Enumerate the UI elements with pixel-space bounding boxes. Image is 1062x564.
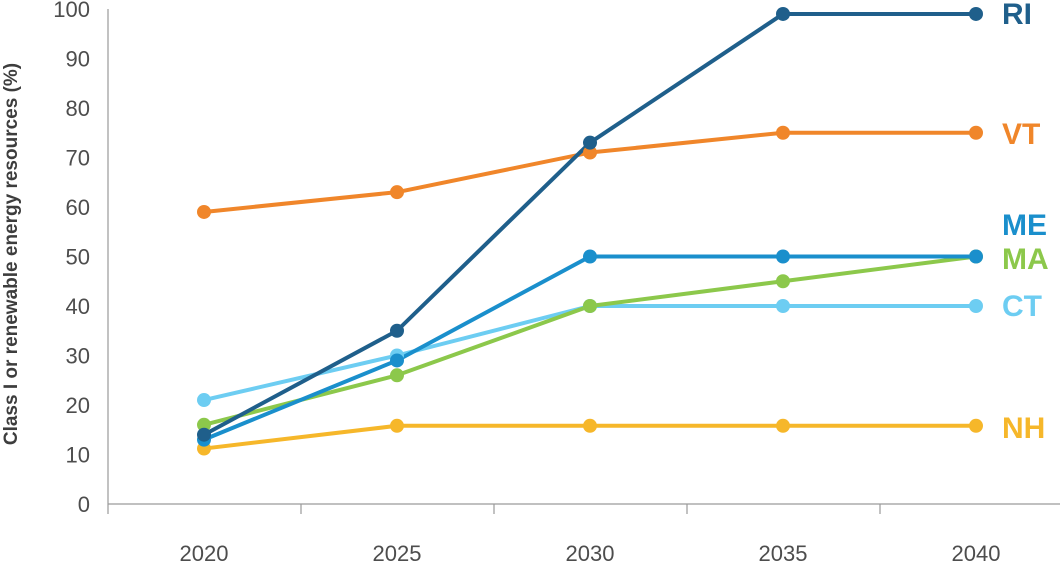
- x-tick-label: 2030: [566, 541, 615, 564]
- data-point-ri: [776, 6, 790, 21]
- x-tick-label: 2025: [373, 541, 422, 564]
- y-tick-label: 50: [66, 245, 90, 270]
- data-point-nh: [776, 418, 790, 433]
- series-label-nh: NH: [1002, 412, 1045, 445]
- data-point-me: [776, 249, 790, 264]
- axes: [107, 9, 1060, 514]
- data-point-ct: [197, 393, 211, 408]
- series-label-ri: RI: [1002, 0, 1032, 31]
- y-axis-label: Class I or renewable energy resources (%…: [1, 63, 22, 445]
- x-tick-label: 2020: [180, 541, 229, 564]
- data-point-me: [583, 249, 597, 264]
- series-line-ma: [202, 254, 978, 427]
- data-point-ri: [583, 135, 597, 150]
- y-tick-label: 10: [66, 443, 90, 468]
- data-point-nh: [583, 418, 597, 433]
- y-tick-label: 60: [66, 195, 90, 220]
- series-label-ma: MA: [1002, 243, 1049, 276]
- data-point-vt: [197, 204, 211, 219]
- y-tick-label: 0: [78, 492, 90, 517]
- series-points: [197, 6, 983, 456]
- y-tick-label: 100: [53, 0, 90, 22]
- data-point-ct: [969, 299, 983, 313]
- data-point-me: [390, 353, 404, 368]
- data-point-vt: [776, 125, 790, 140]
- data-point-ri: [390, 323, 404, 338]
- series-label-me: ME: [1002, 209, 1047, 242]
- y-tick-label: 90: [66, 47, 90, 72]
- data-point-ma: [197, 417, 211, 432]
- y-tick-label: 40: [66, 294, 90, 319]
- data-point-ma: [583, 299, 597, 313]
- data-point-ma: [776, 274, 790, 289]
- y-tick-label: 20: [66, 393, 90, 418]
- data-point-ri: [197, 427, 211, 442]
- data-point-ma: [390, 368, 404, 383]
- data-point-nh: [390, 418, 404, 433]
- y-tick-label: 30: [66, 344, 90, 369]
- data-point-vt: [969, 125, 983, 140]
- data-point-ct: [776, 299, 790, 313]
- data-point-vt: [390, 185, 404, 200]
- series-label-ct: CT: [1002, 290, 1042, 323]
- series-line-ct: [202, 304, 978, 403]
- x-tick-label: 2040: [952, 541, 1001, 564]
- y-tick-label: 70: [66, 146, 90, 171]
- series-line-me: [202, 254, 978, 442]
- data-point-ri: [969, 6, 983, 21]
- series-lines: [202, 11, 978, 451]
- series-label-vt: VT: [1002, 118, 1040, 151]
- data-point-vt: [583, 145, 597, 160]
- y-tick-label: 80: [66, 96, 90, 121]
- data-point-nh: [969, 418, 983, 433]
- series-line-ri: [202, 11, 978, 437]
- data-point-me: [969, 249, 983, 264]
- x-tick-label: 2035: [759, 541, 808, 564]
